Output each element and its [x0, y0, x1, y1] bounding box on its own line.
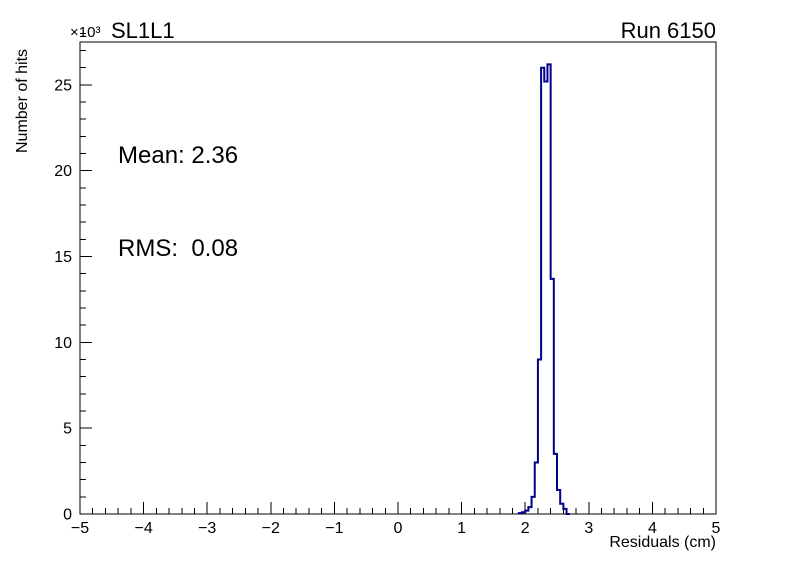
stat-rms-text: RMS: 0.08: [118, 235, 239, 262]
x-axis-title: Residuals (cm): [609, 534, 716, 551]
y-axis-title: Number of hits: [14, 48, 31, 153]
stat-mean-text: Mean: 2.36: [118, 142, 239, 169]
x-tick-label: −4: [134, 520, 152, 537]
x-tick-label: 0: [394, 520, 403, 537]
y-tick-label: 5: [63, 421, 72, 438]
x-tick-label: −5: [71, 520, 89, 537]
histogram-line: [517, 63, 570, 515]
y-tick-label: 15: [54, 249, 72, 266]
y-tick-label: 25: [54, 77, 72, 94]
y-tick-label: 0: [63, 507, 72, 524]
run-number-label: Run 6150: [620, 18, 716, 43]
y-tick-label: 20: [54, 163, 72, 180]
x-tick-label: 2: [521, 520, 530, 537]
plot-title: SL1L1: [111, 18, 175, 43]
x-tick-label: 5: [712, 520, 721, 537]
x-tick-label: 1: [457, 520, 466, 537]
y-tick-label: 10: [54, 335, 72, 352]
x-tick-label: −3: [198, 520, 216, 537]
x-tick-label: 4: [648, 520, 657, 537]
x-tick-label: −2: [262, 520, 280, 537]
x-tick-label: 3: [584, 520, 593, 537]
y-axis-multiplier: ×10³: [70, 24, 101, 41]
stats-box: Mean: 2.36 RMS: 0.08: [118, 78, 238, 326]
x-tick-label: −1: [325, 520, 343, 537]
